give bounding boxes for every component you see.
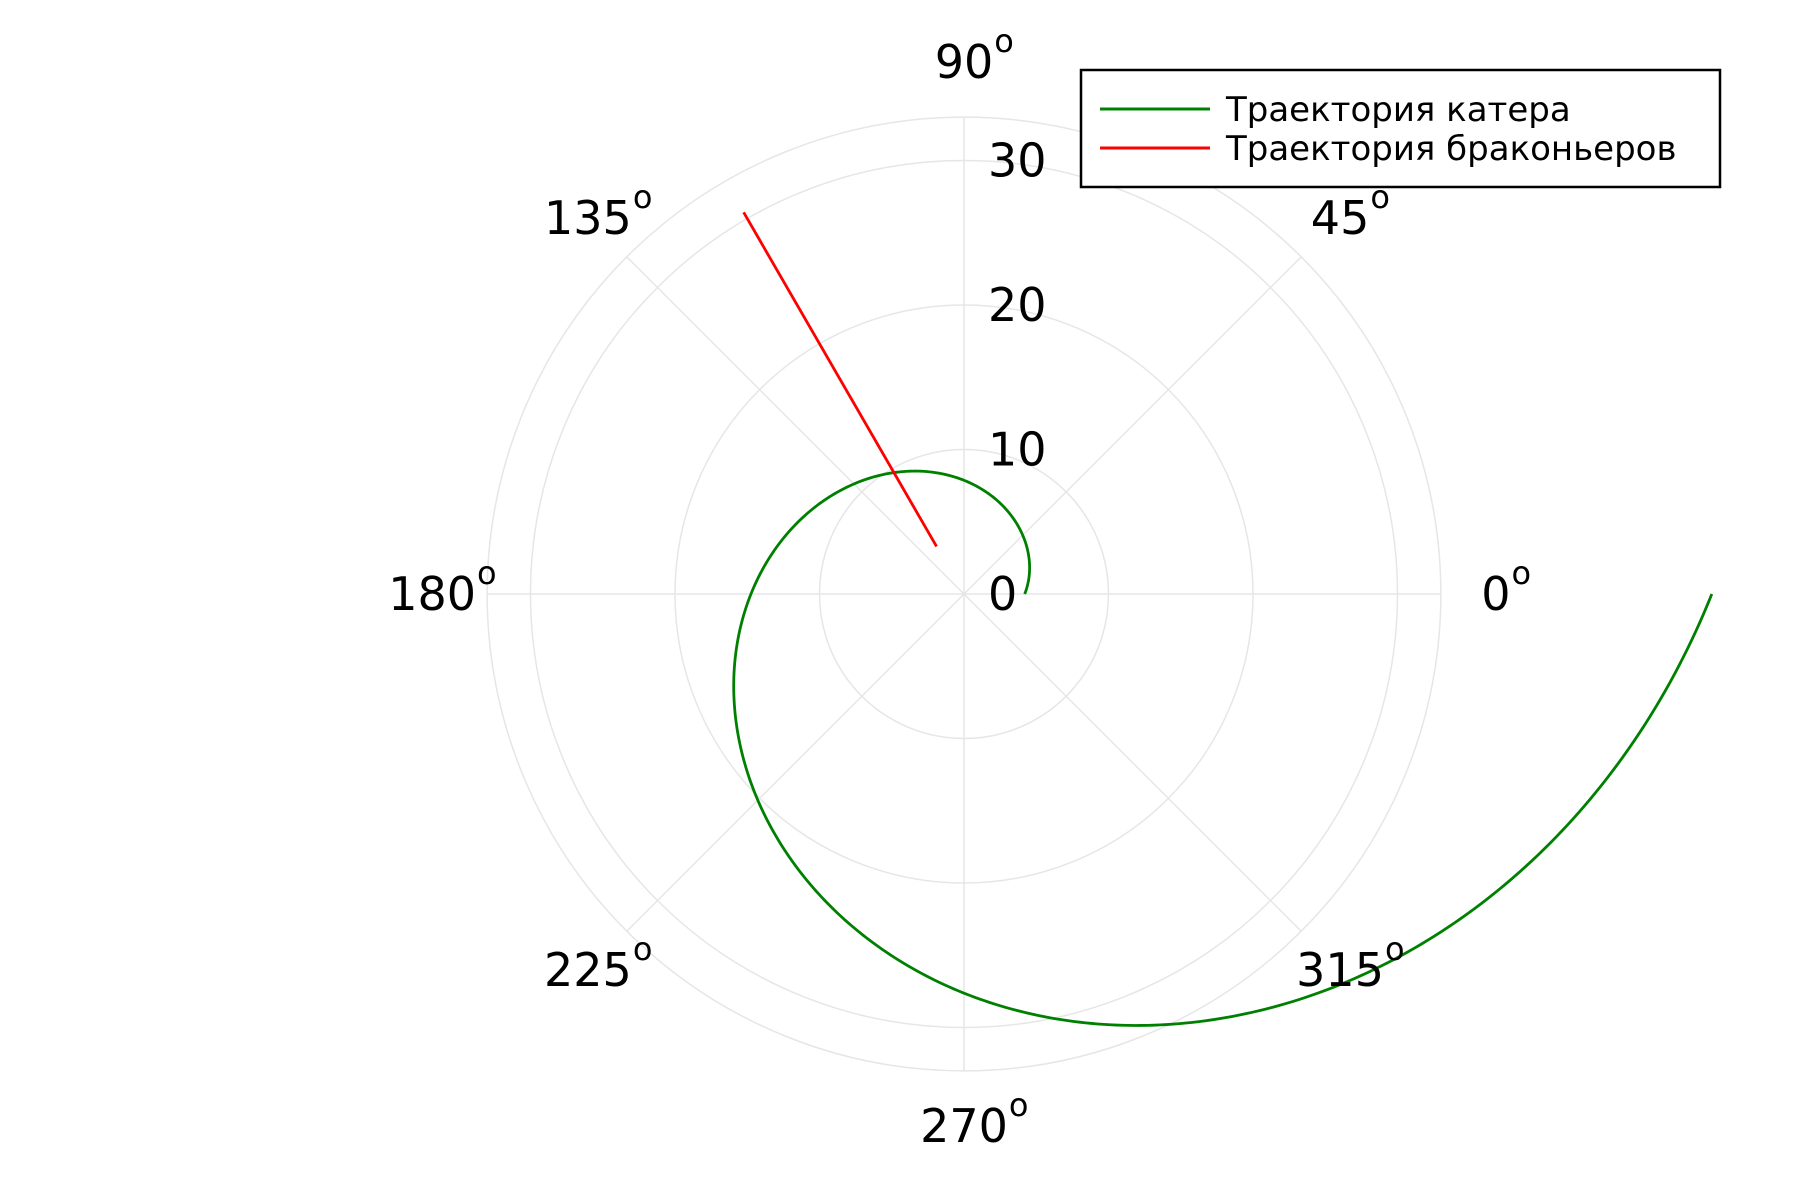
theta-tick-label-270: 270: [920, 1099, 1008, 1153]
series-line-0: [732, 469, 1714, 1027]
theta-tick-label-135: 135: [544, 191, 632, 245]
theta-tick-label-225: 225: [544, 943, 632, 997]
grid-spoke-135: [626, 256, 965, 595]
r-tick-label-0: 0: [988, 567, 1017, 621]
series-line-1: [742, 211, 938, 548]
r-tick-label-20: 20: [988, 278, 1047, 332]
theta-tick-label-90: 90: [935, 35, 994, 89]
degree-mark-225: o: [633, 930, 653, 968]
grid-spoke-315: [963, 593, 1302, 932]
theta-tick-label-45: 45: [1311, 191, 1370, 245]
theta-tick-label-315: 315: [1296, 943, 1384, 997]
degree-mark-270: o: [1009, 1086, 1029, 1124]
legend-label-boat: Траектория катера: [1225, 90, 1571, 130]
legend-box: [1079, 68, 1722, 189]
r-tick-label-30: 30: [988, 134, 1047, 188]
degree-mark-0: o: [1511, 554, 1531, 592]
series-layer: [732, 211, 1714, 1027]
legend-label-poachers: Траектория браконьеров: [1225, 129, 1677, 169]
degree-mark-180: o: [477, 554, 497, 592]
r-tick-label-10: 10: [988, 423, 1047, 477]
theta-tick-label-0: 0: [1481, 567, 1510, 621]
grid-spoke-225: [626, 593, 965, 932]
degree-mark-90: o: [994, 22, 1014, 60]
polar-grid: [486, 116, 1442, 1072]
grid-spoke-45: [963, 256, 1302, 595]
degree-mark-315: o: [1385, 930, 1405, 968]
degree-mark-135: o: [633, 178, 653, 216]
theta-tick-label-180: 180: [388, 567, 476, 621]
legend: Траектория катера Траектория браконьеров: [1079, 68, 1722, 189]
